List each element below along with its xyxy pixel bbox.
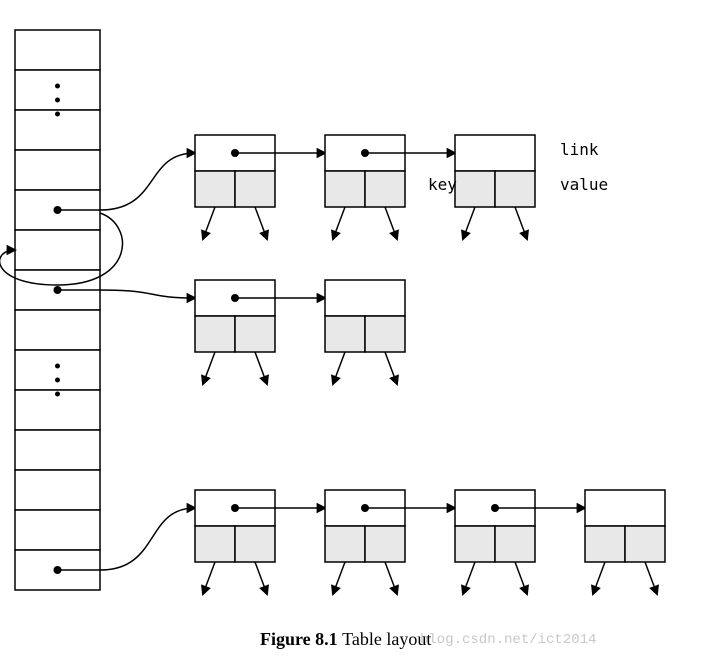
value-pointer-arrow xyxy=(385,207,397,239)
key-pointer-arrow xyxy=(203,352,215,384)
node-key-cell xyxy=(325,316,365,352)
diagram-canvas: link key value blog.csdn.net/ict2014Figure … xyxy=(0,0,722,672)
bucket-slot xyxy=(15,470,100,510)
hash-node xyxy=(195,280,325,384)
hash-node xyxy=(195,135,325,239)
hash-node xyxy=(325,490,455,594)
bucket-slot xyxy=(15,350,100,390)
figure-caption: Figure 8.1 Table layout xyxy=(260,629,431,649)
key-pointer-arrow xyxy=(333,207,345,239)
node-key-cell xyxy=(325,171,365,207)
value-pointer-arrow xyxy=(255,562,267,594)
bucket-slot xyxy=(15,510,100,550)
bucket-slot xyxy=(15,430,100,470)
node-key-cell xyxy=(195,316,235,352)
node-key-cell xyxy=(455,526,495,562)
label-link: link xyxy=(560,140,599,159)
value-pointer-arrow xyxy=(385,352,397,384)
bucket-column xyxy=(0,30,195,590)
node-link-cell xyxy=(585,490,665,526)
watermark-text: blog.csdn.net/ict2014 xyxy=(420,632,596,648)
bucket-slot xyxy=(15,310,100,350)
key-pointer-arrow xyxy=(593,562,605,594)
ellipsis-dot xyxy=(55,98,60,103)
bucket-slot xyxy=(15,70,100,110)
node-link-cell xyxy=(325,280,405,316)
chains xyxy=(195,135,665,594)
label-value: value xyxy=(560,175,608,194)
hash-node xyxy=(195,490,325,594)
ellipsis-dot xyxy=(55,112,60,117)
node-value-cell xyxy=(495,171,535,207)
ellipsis-dot xyxy=(55,392,60,397)
node-value-cell xyxy=(495,526,535,562)
node-value-cell xyxy=(365,171,405,207)
node-key-cell xyxy=(455,171,495,207)
key-pointer-arrow xyxy=(333,352,345,384)
node-value-cell xyxy=(365,526,405,562)
key-pointer-arrow xyxy=(203,562,215,594)
hash-node xyxy=(325,280,405,384)
node-link-cell xyxy=(455,135,535,171)
key-pointer-arrow xyxy=(333,562,345,594)
value-pointer-arrow xyxy=(645,562,657,594)
node-key-cell xyxy=(195,526,235,562)
node-value-cell xyxy=(365,316,405,352)
key-pointer-arrow xyxy=(463,562,475,594)
value-pointer-arrow xyxy=(385,562,397,594)
value-pointer-arrow xyxy=(515,207,527,239)
hash-node xyxy=(455,135,535,239)
node-key-cell xyxy=(195,171,235,207)
key-pointer-arrow xyxy=(203,207,215,239)
key-pointer-arrow xyxy=(463,207,475,239)
bucket-slot xyxy=(15,30,100,70)
node-key-cell xyxy=(325,526,365,562)
ellipsis-dot xyxy=(55,378,60,383)
value-pointer-arrow xyxy=(255,352,267,384)
ellipsis-dot xyxy=(55,84,60,89)
bucket-slot xyxy=(15,230,100,270)
value-pointer-arrow xyxy=(515,562,527,594)
node-value-cell xyxy=(235,316,275,352)
node-value-cell xyxy=(235,526,275,562)
hash-node xyxy=(585,490,665,594)
node-value-cell xyxy=(235,171,275,207)
value-pointer-arrow xyxy=(255,207,267,239)
hash-node xyxy=(455,490,585,594)
label-key: key xyxy=(428,175,457,194)
node-key-cell xyxy=(585,526,625,562)
bucket-slot xyxy=(15,150,100,190)
ellipsis-dot xyxy=(55,364,60,369)
node-value-cell xyxy=(625,526,665,562)
